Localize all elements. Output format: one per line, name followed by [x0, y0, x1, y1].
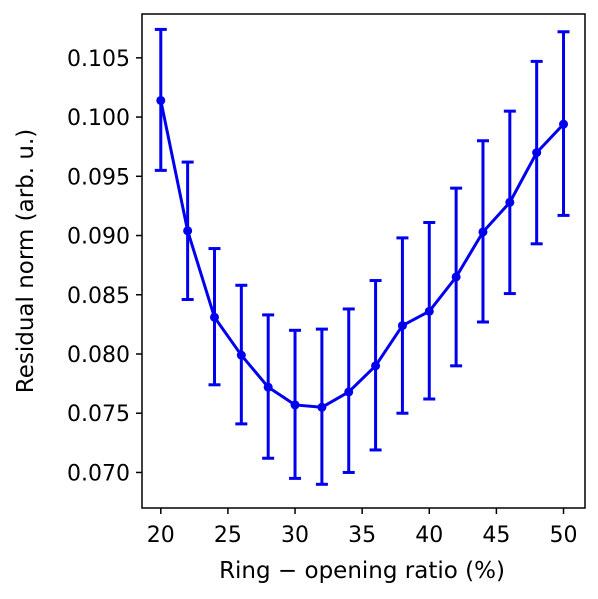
x-tick-label: 30 — [281, 523, 309, 548]
y-tick-label: 0.080 — [67, 343, 130, 368]
y-tick-label: 0.090 — [67, 225, 130, 250]
data-point — [236, 350, 246, 360]
series-layer — [156, 95, 569, 412]
x-tick-label: 25 — [214, 523, 242, 548]
data-point — [290, 400, 300, 410]
x-tick-label: 35 — [348, 523, 376, 548]
y-axis-label: Residual norm (arb. u.) — [13, 129, 39, 393]
y-tick-label: 0.085 — [67, 284, 130, 309]
data-point — [505, 197, 515, 207]
data-point — [183, 226, 193, 236]
data-point — [451, 272, 461, 282]
x-tick-label: 45 — [482, 523, 510, 548]
data-point — [344, 387, 354, 397]
plot-area — [141, 13, 586, 509]
x-axis-ticks: 20 25 30 35 40 45 50 — [147, 508, 578, 548]
y-tick-label: 0.075 — [67, 402, 130, 427]
y-tick-label: 0.095 — [67, 165, 130, 190]
data-point — [397, 321, 407, 331]
y-axis-ticks: 0.070 0.075 0.080 0.085 0.090 0.095 0.100 0.105 — [67, 47, 142, 486]
data-point — [532, 148, 542, 158]
data-point — [559, 119, 569, 129]
y-tick-label: 0.105 — [67, 47, 130, 72]
data-point — [424, 306, 434, 316]
data-point — [156, 95, 166, 105]
data-point — [263, 382, 273, 392]
x-tick-label: 50 — [550, 523, 578, 548]
data-point — [317, 402, 327, 412]
data-point — [371, 361, 381, 371]
y-tick-label: 0.100 — [67, 106, 130, 131]
plot-frame — [141, 13, 586, 509]
series-line — [159, 100, 565, 409]
data-point — [209, 312, 219, 322]
x-axis-label: Ring − opening ratio (%) — [219, 558, 505, 584]
data-point — [478, 227, 488, 237]
x-tick-label: 40 — [415, 523, 443, 548]
y-tick-label: 0.070 — [67, 461, 130, 486]
x-tick-label: 20 — [147, 523, 175, 548]
error-bars — [154, 27, 570, 486]
